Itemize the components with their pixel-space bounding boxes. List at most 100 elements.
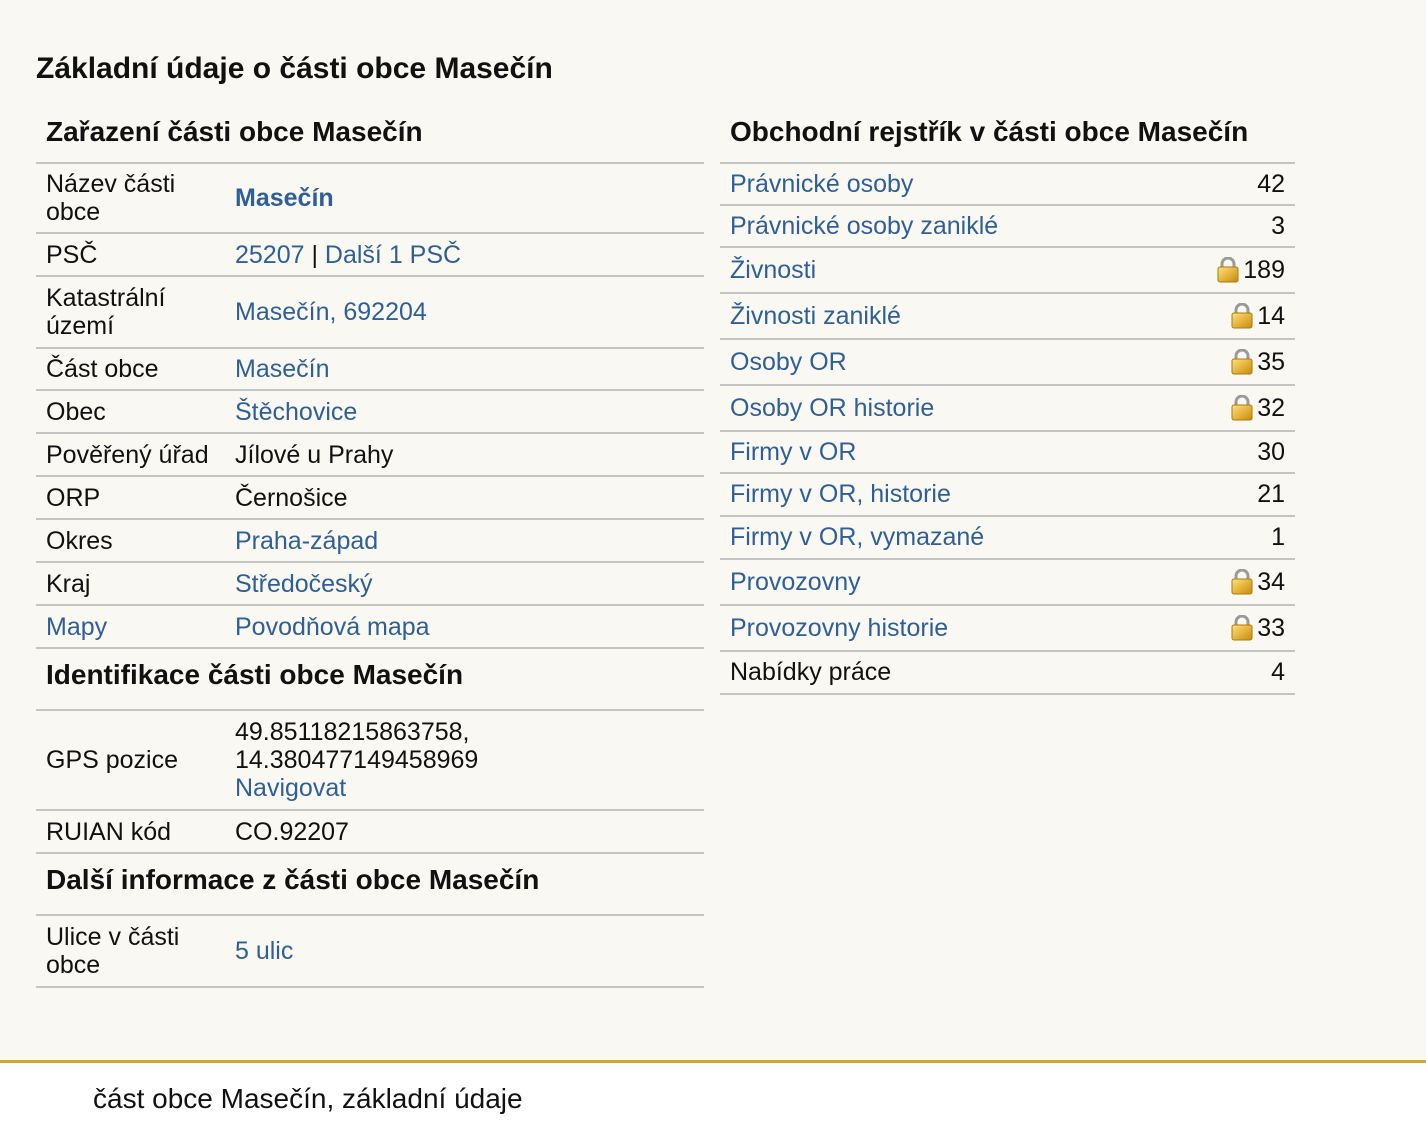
rejstrik-count: 32	[1257, 393, 1285, 422]
right-column: Obchodní rejstřík v části obce Masečín P…	[720, 112, 1295, 695]
ruian-value: CO.92207	[235, 817, 349, 846]
rejstrik-count: 35	[1257, 347, 1285, 376]
row-label: Okres	[46, 526, 113, 555]
row-label: Ulice v části obce	[46, 923, 180, 979]
katastr-link[interactable]: Masečín, 692204	[235, 298, 427, 326]
row-label: RUIAN kód	[46, 817, 172, 846]
info-row-mapy: Mapy Povodňová mapa	[36, 606, 704, 649]
rejstrik-count-wrap: 42	[1257, 170, 1285, 199]
lock-icon	[1231, 349, 1253, 375]
row-label: PSČ	[46, 240, 98, 269]
row-label: Část obce	[46, 355, 159, 383]
info-row-ulice: Ulice v části obce 5 ulic	[36, 916, 704, 988]
section-heading-rejstrik: Obchodní rejstřík v části obce Masečín	[720, 112, 1295, 164]
rejstrik-row: Osoby OR historie 32	[720, 386, 1295, 432]
cast-obce-link[interactable]: Masečín	[235, 355, 330, 383]
info-row-okres: Okres Praha-západ	[36, 520, 704, 563]
rejstrik-count-wrap: 4	[1271, 658, 1285, 687]
rejstrik-row: Provozovny 34	[720, 560, 1295, 606]
rejstrik-row-label[interactable]: Právnické osoby	[730, 169, 914, 198]
rejstrik-row-label[interactable]: Právnické osoby zaniklé	[730, 211, 999, 240]
footer-divider	[0, 1060, 1426, 1063]
rejstrik-count-wrap: 3	[1271, 212, 1285, 241]
row-label: ORP	[46, 483, 101, 512]
lock-icon	[1231, 303, 1253, 329]
info-row-obec: Obec Štěchovice	[36, 391, 704, 434]
row-label: GPS pozice	[46, 746, 179, 774]
row-label: Kraj	[46, 569, 91, 598]
lock-icon	[1231, 569, 1253, 595]
obec-link[interactable]: Štěchovice	[235, 397, 358, 426]
rejstrik-count-wrap: 34	[1231, 568, 1285, 597]
lock-icon	[1231, 395, 1253, 421]
row-label: Obec	[46, 397, 106, 426]
mapy-link[interactable]: Mapy	[46, 612, 108, 641]
rejstrik-count-wrap: 33	[1231, 614, 1285, 643]
section-heading-zarazeni: Zařazení části obce Masečín	[36, 112, 704, 164]
rejstrik-count: 30	[1257, 437, 1285, 466]
povereny-urad-value: Jílové u Prahy	[235, 440, 394, 469]
rejstrik-count-wrap: 32	[1231, 394, 1285, 423]
psc-link[interactable]: 25207	[235, 240, 305, 269]
rejstrik-count: 3	[1271, 211, 1285, 240]
rejstrik-row-label[interactable]: Firmy v OR, vymazané	[730, 523, 985, 551]
rejstrik-row-label: Nabídky práce	[730, 658, 892, 686]
info-row-cast-obce: Část obce Masečín	[36, 349, 704, 391]
rejstrik-row-label[interactable]: Osoby OR	[730, 347, 847, 376]
section-heading-dalsi: Další informace z části obce Masečín	[36, 854, 704, 916]
cast-obce-name-link[interactable]: Masečín	[235, 184, 334, 212]
gps-longitude: 14.380477149458969	[235, 746, 479, 774]
row-label: Pověřený úřad	[46, 440, 209, 469]
rejstrik-count: 14	[1257, 301, 1285, 330]
rejstrik-count: 1	[1271, 523, 1285, 551]
ulice-link[interactable]: 5 ulic	[235, 937, 294, 965]
gps-latitude: 49.85118215863758,	[235, 718, 470, 746]
rejstrik-count: 21	[1257, 480, 1285, 508]
section-heading-identifikace: Identifikace části obce Masečín	[36, 649, 704, 711]
rejstrik-row-label[interactable]: Živnosti	[730, 255, 817, 284]
rejstrik-row-label[interactable]: Osoby OR historie	[730, 393, 935, 422]
rejstrik-row: Firmy v OR, historie 21	[720, 474, 1295, 517]
rejstrik-row: Osoby OR 35	[720, 340, 1295, 386]
info-row-kraj: Kraj Středočeský	[36, 563, 704, 606]
page-title: Základní údaje o části obce Masečín	[36, 52, 553, 85]
rejstrik-row-label[interactable]: Firmy v OR	[730, 437, 857, 466]
rejstrik-row-label[interactable]: Provozovny	[730, 567, 861, 596]
row-label: Katastrální území	[46, 284, 166, 340]
info-row-gps: GPS pozice 49.85118215863758, 14.3804771…	[36, 711, 704, 811]
navigovat-link[interactable]: Navigovat	[235, 774, 347, 802]
row-label: Název části obce	[46, 170, 176, 226]
rejstrik-count-wrap: 14	[1231, 302, 1285, 331]
info-row-nazev: Název části obce Masečín	[36, 164, 704, 234]
lock-icon	[1217, 257, 1239, 283]
rejstrik-row: Firmy v OR 30	[720, 432, 1295, 474]
left-column: Zařazení části obce Masečín Název části …	[36, 112, 704, 988]
lock-icon	[1231, 615, 1253, 641]
rejstrik-count-wrap: 189	[1217, 256, 1285, 285]
rejstrik-row: Provozovny historie 33	[720, 606, 1295, 652]
rejstrik-row: Nabídky práce 4	[720, 652, 1295, 695]
rejstrik-count-wrap: 1	[1271, 523, 1285, 552]
info-row-katastr: Katastrální území Masečín, 692204	[36, 277, 704, 349]
rejstrik-row-label[interactable]: Provozovny historie	[730, 613, 949, 642]
rejstrik-row: Živnosti 189	[720, 248, 1295, 294]
povodnova-mapa-link[interactable]: Povodňová mapa	[235, 612, 430, 641]
dalsi-psc-link[interactable]: Další 1 PSČ	[324, 240, 462, 269]
rejstrik-count: 42	[1257, 169, 1285, 198]
rejstrik-count-wrap: 30	[1257, 438, 1285, 467]
rejstrik-row-label[interactable]: Firmy v OR, historie	[730, 480, 951, 508]
rejstrik-count: 4	[1271, 658, 1285, 686]
footer-text: část obce Masečín, základní údaje	[93, 1083, 523, 1114]
rejstrik-count: 33	[1257, 613, 1285, 642]
info-row-povereny-urad: Pověřený úřad Jílové u Prahy	[36, 434, 704, 477]
rejstrik-count-wrap: 35	[1231, 348, 1285, 377]
orp-value: Černošice	[235, 483, 348, 512]
rejstrik-count-wrap: 21	[1257, 480, 1285, 509]
psc-separator: |	[304, 240, 325, 269]
rejstrik-row-label[interactable]: Živnosti zaniklé	[730, 301, 901, 330]
kraj-link[interactable]: Středočeský	[235, 569, 373, 598]
footer-bar	[0, 1063, 1426, 1134]
rejstrik-list: Právnické osoby 42 Právnické osoby zaniklé…	[720, 164, 1295, 695]
rejstrik-row: Živnosti zaniklé 14	[720, 294, 1295, 340]
okres-link[interactable]: Praha-západ	[235, 526, 379, 555]
